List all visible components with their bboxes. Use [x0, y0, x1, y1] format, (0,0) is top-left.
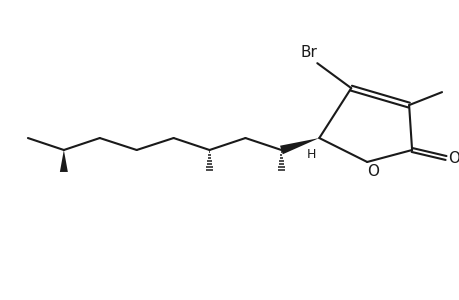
Text: O: O	[447, 152, 459, 166]
Polygon shape	[60, 150, 68, 172]
Polygon shape	[280, 138, 319, 154]
Text: O: O	[366, 164, 378, 179]
Text: Br: Br	[300, 45, 317, 60]
Text: H: H	[306, 148, 315, 161]
